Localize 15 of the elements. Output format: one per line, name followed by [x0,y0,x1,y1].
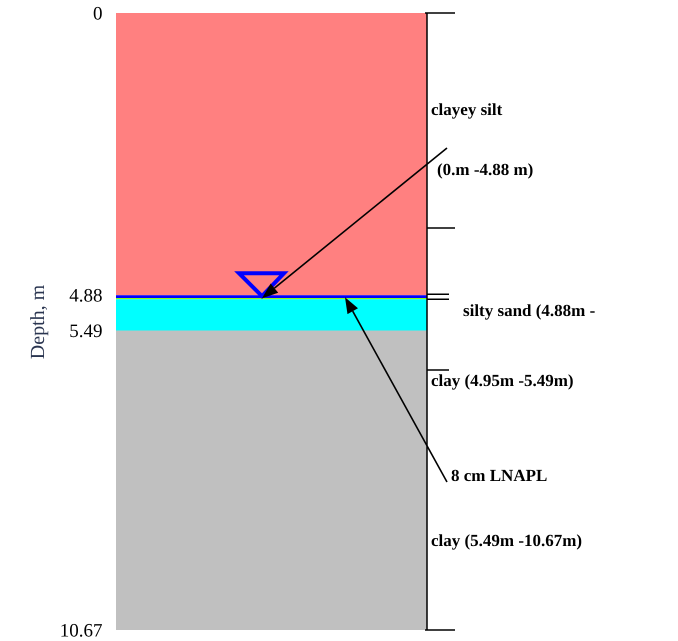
bar [116,299,427,330]
y-tick-label: 5.49 [69,320,102,342]
text: 8 cm LNAPL [451,466,548,485]
text: clay (5.49m -10.67m) [431,531,582,550]
y-tick-label: 0 [93,4,102,24]
y-axis-title: Depth, m [26,284,49,360]
y-tick-label: 10.67 [60,620,102,641]
bar [116,295,427,298]
y-tick-label: 4.88 [69,286,102,307]
text: clayey silt [431,100,503,119]
bar [116,330,427,630]
text: clay (4.95m -5.49m) [431,371,574,390]
bar [116,13,427,296]
text: silty sand (4.88m - [463,301,596,320]
text: (0.m -4.88 m) [437,160,534,179]
